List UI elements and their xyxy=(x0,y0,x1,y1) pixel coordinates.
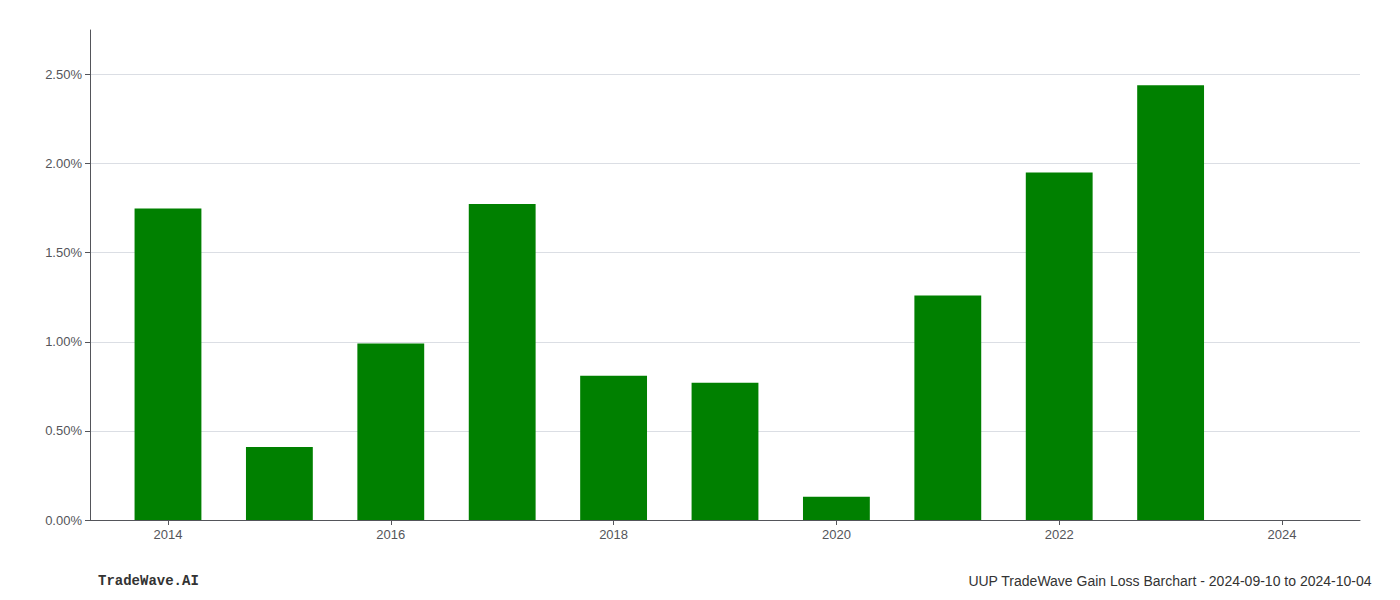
svg-text:2020: 2020 xyxy=(822,527,851,542)
svg-text:0.00%: 0.00% xyxy=(45,513,82,528)
svg-text:2022: 2022 xyxy=(1045,527,1074,542)
svg-text:TradeWave.AI: TradeWave.AI xyxy=(98,573,199,589)
svg-text:2.00%: 2.00% xyxy=(45,156,82,171)
svg-text:1.00%: 1.00% xyxy=(45,334,82,349)
svg-text:2018: 2018 xyxy=(599,527,628,542)
svg-text:2024: 2024 xyxy=(1268,527,1297,542)
svg-text:0.50%: 0.50% xyxy=(45,423,82,438)
svg-text:2.50%: 2.50% xyxy=(45,67,82,82)
svg-text:2014: 2014 xyxy=(154,527,183,542)
svg-text:1.50%: 1.50% xyxy=(45,245,82,260)
svg-text:UUP TradeWave Gain Loss Barcha: UUP TradeWave Gain Loss Barchart - 2024-… xyxy=(968,573,1371,589)
svg-text:2016: 2016 xyxy=(376,527,405,542)
